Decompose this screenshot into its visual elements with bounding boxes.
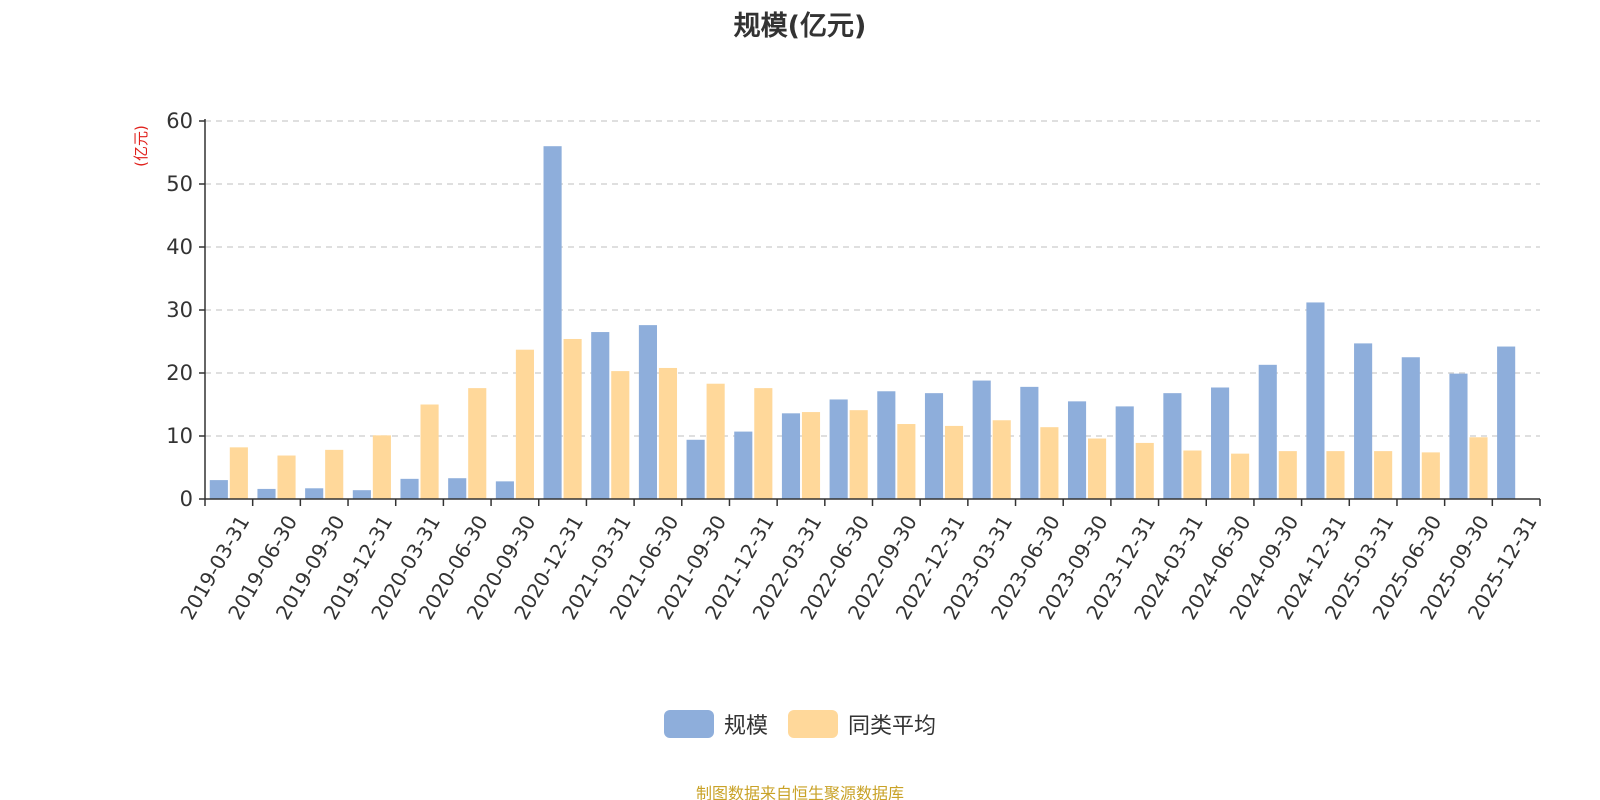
y-tick-label: 0	[180, 487, 193, 511]
y-tick-label: 30	[166, 298, 193, 322]
bar-peer-average-2021-09-30[interactable]	[706, 383, 725, 499]
bar-peer-average-2022-03-31[interactable]	[801, 412, 821, 499]
bar-peer-average-2019-03-31[interactable]	[229, 447, 248, 499]
bar-scale-2022-03-31[interactable]	[781, 413, 801, 499]
bar-scale-2019-03-31[interactable]	[209, 480, 228, 499]
legend-label-peer-average: 同类平均	[848, 714, 937, 739]
bar-peer-average-2024-06-30[interactable]	[1231, 453, 1250, 499]
bar-peer-average-2019-06-30[interactable]	[277, 455, 296, 499]
legend: 规模 同类平均	[0, 708, 1600, 740]
bar-peer-average-2022-12-31[interactable]	[944, 425, 964, 499]
bar-peer-average-2023-12-31[interactable]	[1135, 442, 1154, 499]
chart-title: 规模(亿元)	[733, 11, 867, 42]
legend-item-scale[interactable]: 规模	[663, 708, 768, 740]
bar-scale-2020-03-31[interactable]	[400, 478, 419, 499]
bar-scale-2019-09-30[interactable]	[305, 488, 324, 499]
bar-peer-average-2019-12-31[interactable]	[372, 435, 391, 499]
bar-peer-average-2020-03-31[interactable]	[420, 404, 439, 500]
bar-peer-average-2021-03-31[interactable]	[611, 371, 630, 499]
gridlines	[205, 120, 1540, 437]
legend-swatch-scale	[663, 710, 714, 738]
bar-peer-average-2020-12-31[interactable]	[563, 338, 582, 499]
bar-scale-2022-09-30[interactable]	[877, 391, 896, 499]
bar-scale-2025-03-31[interactable]	[1354, 343, 1373, 499]
bar-scale-2021-03-31[interactable]	[591, 332, 610, 499]
bar-peer-average-2023-09-30[interactable]	[1088, 438, 1107, 499]
bar-scale-2022-12-31[interactable]	[924, 393, 944, 499]
bar-peer-average-2025-03-31[interactable]	[1374, 451, 1393, 499]
data-source-note: 制图数据来自恒生聚源数据库	[695, 784, 904, 800]
bar-peer-average-2025-06-30[interactable]	[1421, 452, 1440, 499]
bar-scale-2023-12-31[interactable]	[1115, 406, 1134, 499]
bar-scale-2020-09-30[interactable]	[495, 481, 514, 499]
y-axis-label: (亿元)	[132, 125, 150, 167]
bar-scale-2025-09-30[interactable]	[1449, 373, 1468, 499]
y-tick-label: 20	[166, 361, 193, 385]
bar-scale-2024-09-30[interactable]	[1258, 364, 1277, 499]
axes: 01020304050602019-03-312019-06-302019-09…	[166, 109, 1541, 624]
bar-peer-average-2025-09-30[interactable]	[1469, 437, 1488, 499]
bar-scale-2024-06-30[interactable]	[1211, 387, 1230, 499]
bar-peer-average-2023-06-30[interactable]	[1040, 427, 1059, 499]
bar-peer-average-2024-09-30[interactable]	[1278, 451, 1297, 499]
bar-scale-2020-06-30[interactable]	[448, 478, 467, 499]
bar-scale-2023-06-30[interactable]	[1020, 386, 1039, 499]
bars	[209, 146, 1516, 500]
y-tick-label: 60	[166, 109, 193, 133]
bar-scale-2025-12-31[interactable]	[1497, 346, 1516, 499]
bar-peer-average-2020-09-30[interactable]	[515, 349, 534, 499]
bar-peer-average-2021-06-30[interactable]	[658, 367, 678, 499]
legend-label-scale: 规模	[723, 714, 768, 739]
bar-scale-2021-12-31[interactable]	[734, 431, 753, 499]
bar-peer-average-2020-06-30[interactable]	[468, 388, 487, 499]
bar-peer-average-2023-03-31[interactable]	[992, 420, 1011, 499]
bar-scale-2022-06-30[interactable]	[829, 399, 848, 499]
bar-scale-2023-03-31[interactable]	[972, 380, 991, 499]
legend-swatch-peer-average	[788, 710, 838, 738]
bar-scale-2023-09-30[interactable]	[1067, 401, 1087, 499]
bar-peer-average-2024-03-31[interactable]	[1183, 450, 1202, 499]
bar-scale-2024-12-31[interactable]	[1306, 302, 1325, 499]
bar-peer-average-2021-12-31[interactable]	[754, 388, 773, 499]
legend-item-peer-average[interactable]: 同类平均	[788, 708, 936, 740]
bar-scale-2024-03-31[interactable]	[1163, 393, 1182, 499]
bar-peer-average-2024-12-31[interactable]	[1326, 451, 1345, 499]
bar-scale-2020-12-31[interactable]	[543, 146, 562, 499]
bar-scale-2019-06-30[interactable]	[257, 488, 276, 499]
y-tick-label: 50	[166, 172, 193, 196]
y-tick-label: 10	[166, 424, 193, 448]
bar-scale-2019-12-31[interactable]	[352, 490, 371, 499]
y-tick-label: 40	[166, 235, 193, 259]
bar-scale-2021-09-30[interactable]	[686, 439, 705, 499]
bar-peer-average-2019-09-30[interactable]	[325, 449, 344, 499]
bar-peer-average-2022-09-30[interactable]	[897, 424, 916, 499]
bar-scale-2025-06-30[interactable]	[1401, 357, 1420, 499]
bar-peer-average-2022-06-30[interactable]	[849, 410, 868, 499]
bar-scale-2021-06-30[interactable]	[638, 325, 657, 499]
